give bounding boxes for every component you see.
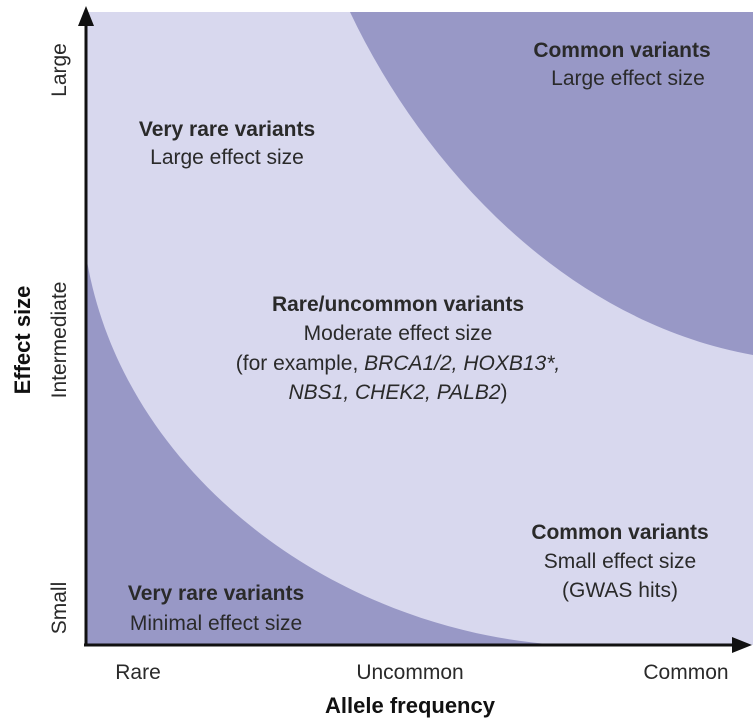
dark-region-very-rare-minimal [86,255,560,645]
x-axis-title: Allele frequency [325,693,496,718]
very-rare-large-subtitle: Large effect size [150,146,304,169]
y-axis-title: Effect size [10,286,35,395]
x-axis-arrow [732,637,752,653]
rare-uncommon-example-line1: (for example, BRCA1/2, HOXB13*, [236,352,560,375]
rare-uncommon-example-line2: NBS1, CHEK2, PALB2) [288,381,507,404]
example-prefix: (for example, [236,352,364,375]
y-tick-intermediate: Intermediate [48,282,71,399]
x-tick-common: Common [643,661,728,684]
very-rare-minimal-subtitle: Minimal effect size [130,612,302,635]
rare-uncommon-subtitle: Moderate effect size [304,322,493,345]
example-suffix: ) [501,381,508,404]
x-tick-rare: Rare [115,661,161,684]
common-small-subtitle: Small effect size [544,550,697,573]
y-tick-large: Large [48,43,71,97]
rare-uncommon-title: Rare/uncommon variants [272,293,524,316]
y-tick-small: Small [48,582,71,635]
very-rare-minimal-title: Very rare variants [128,582,304,605]
very-rare-large-title: Very rare variants [139,118,315,141]
common-small-note: (GWAS hits) [562,579,678,602]
common-small-title: Common variants [531,521,708,544]
example-genes-line1: BRCA1/2, HOXB13*, [364,352,560,375]
x-tick-uncommon: Uncommon [356,661,463,684]
common-large-subtitle: Large effect size [551,67,705,90]
dark-region-common-large [350,12,753,355]
y-axis-arrow [78,6,94,26]
common-large-title: Common variants [533,39,710,62]
example-genes-line2: NBS1, CHEK2, PALB2 [288,381,500,404]
